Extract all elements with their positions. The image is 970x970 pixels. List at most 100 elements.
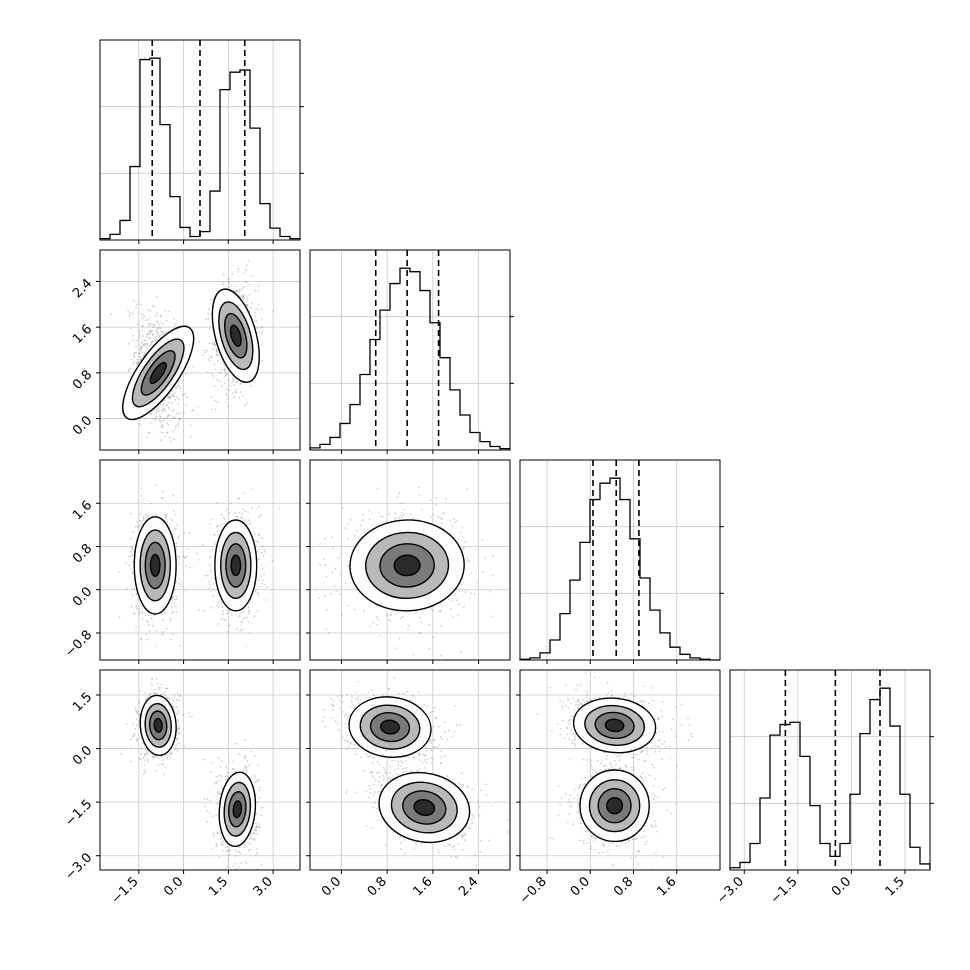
sample-point	[254, 829, 256, 832]
sample-point	[144, 343, 147, 346]
sample-point	[242, 508, 245, 511]
sample-point	[326, 609, 329, 611]
sample-point	[210, 607, 213, 609]
sample-point	[128, 314, 131, 317]
sample-point	[221, 606, 224, 608]
sample-point	[158, 323, 161, 326]
sample-point	[168, 396, 171, 399]
sample-point	[241, 517, 244, 519]
sample-point	[159, 315, 162, 317]
sample-point	[222, 843, 225, 846]
sample-point	[155, 770, 158, 773]
sample-point	[141, 335, 144, 337]
sample-point	[246, 297, 249, 300]
sample-point	[261, 545, 264, 547]
sample-point	[318, 597, 320, 600]
sample-point	[139, 349, 142, 351]
sample-point	[248, 606, 250, 609]
sample-point	[242, 395, 245, 397]
sample-point	[142, 757, 145, 759]
sample-point	[261, 536, 264, 539]
sample-point	[144, 335, 147, 338]
sample-point	[141, 317, 144, 320]
sample-point	[147, 332, 150, 335]
sample-point	[175, 605, 178, 608]
sample-point	[169, 752, 172, 755]
sample-point	[407, 628, 409, 631]
sample-point	[156, 332, 159, 334]
sample-point	[239, 612, 242, 615]
sample-point	[468, 596, 471, 599]
sample-point	[174, 398, 177, 401]
sample-point	[228, 278, 230, 280]
sample-point	[167, 401, 170, 404]
sample-point	[238, 288, 241, 291]
sample-point	[137, 352, 140, 355]
sample-point	[118, 616, 121, 618]
sample-point	[159, 336, 162, 339]
sample-point	[211, 408, 213, 410]
sample-point	[337, 556, 340, 559]
sample-point	[246, 304, 249, 307]
sample-point	[238, 753, 241, 756]
sample-point	[215, 349, 218, 352]
sample-point	[165, 404, 168, 407]
sample-point	[155, 416, 157, 419]
sample-point	[176, 738, 178, 741]
scatter-panel-0-3: −1.5 0.0 1.5 3.0−3.0−1.50.01.5	[62, 669, 301, 907]
sample-point	[261, 360, 264, 362]
sample-point	[131, 547, 134, 550]
sample-point	[129, 327, 132, 329]
sample-point	[179, 578, 181, 580]
sample-point	[209, 556, 212, 559]
sample-point	[465, 557, 468, 560]
sample-point	[163, 773, 166, 775]
sample-point	[236, 271, 239, 273]
sample-point	[345, 527, 347, 530]
sample-point	[254, 289, 257, 292]
sample-point	[177, 712, 180, 714]
sample-point	[260, 331, 263, 334]
sample-point	[146, 696, 149, 699]
sample-point	[455, 599, 458, 601]
sample-point	[399, 514, 402, 517]
sample-point	[211, 299, 213, 302]
sample-point	[139, 356, 142, 359]
sample-point	[153, 409, 156, 411]
sample-point	[259, 786, 261, 789]
sample-point	[251, 506, 254, 509]
sample-point	[215, 353, 218, 356]
sample-point	[151, 755, 154, 758]
sample-point	[254, 315, 257, 318]
sample-point	[246, 303, 249, 306]
sample-point	[210, 396, 213, 398]
sample-point	[135, 604, 138, 607]
sample-point	[247, 849, 250, 852]
sample-point	[229, 385, 232, 388]
sample-point	[143, 316, 146, 318]
sample-point	[216, 802, 219, 805]
sample-point	[257, 307, 260, 310]
sample-point	[243, 286, 246, 288]
sample-point	[178, 694, 181, 697]
sample-point	[211, 342, 214, 345]
sample-point	[163, 693, 165, 695]
sample-point	[164, 417, 167, 420]
sample-point	[451, 616, 454, 619]
sample-point	[156, 630, 158, 632]
sample-point	[440, 625, 442, 628]
sample-point	[169, 619, 172, 622]
sample-point	[163, 408, 165, 410]
sample-point	[135, 740, 138, 743]
sample-point	[125, 561, 127, 564]
sample-point	[196, 552, 199, 554]
sample-point	[153, 324, 156, 327]
sample-point	[157, 327, 160, 329]
sample-point	[232, 865, 234, 868]
sample-point	[438, 516, 441, 519]
sample-point	[138, 343, 141, 346]
sample-point	[249, 848, 252, 851]
sample-point	[167, 696, 170, 699]
sample-point	[180, 412, 183, 414]
sample-point	[149, 317, 152, 319]
